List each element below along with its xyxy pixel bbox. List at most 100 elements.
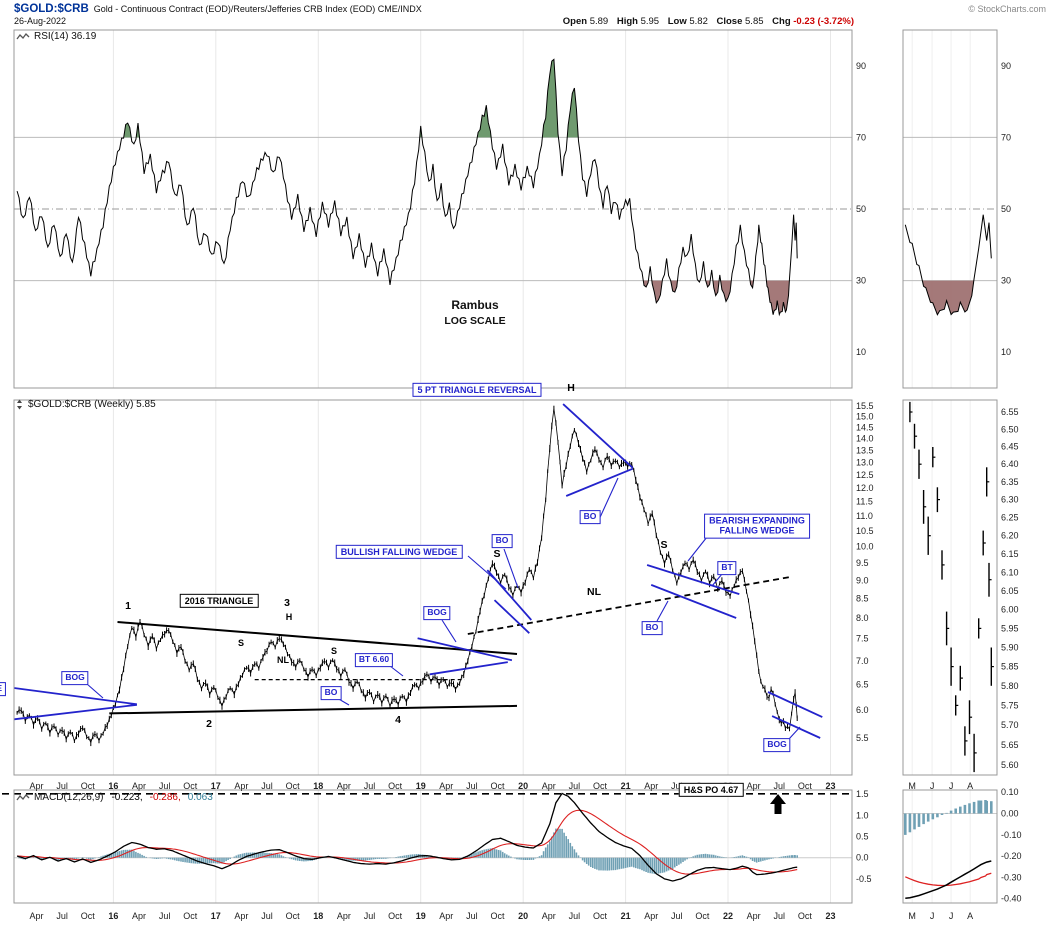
price-label-text: $GOLD:$CRB (Weekly) 5.85 <box>28 399 156 410</box>
axis-tick-label: M <box>908 911 916 921</box>
axis-tick-label: Apr <box>644 781 658 791</box>
axis-tick-label: J <box>930 781 935 791</box>
indicator-line-icon <box>16 33 30 40</box>
axis-tick-label: 23 <box>825 911 835 921</box>
axis-tick-label: Oct <box>183 781 198 791</box>
axis-tick-label: 19 <box>416 781 426 791</box>
axis-tick-label: 70 <box>856 132 866 142</box>
axis-tick-label: Jul <box>159 911 171 921</box>
axis-tick-label: -0.10 <box>1001 830 1022 840</box>
axis-tick-label: Jul <box>159 781 171 791</box>
axis-tick-label: 6.35 <box>1001 477 1019 487</box>
axis-tick-label: 22 <box>723 781 733 791</box>
axis-tick-label: 6.00 <box>1001 605 1019 615</box>
rsi-label-text: RSI(14) 36.19 <box>34 31 97 42</box>
axis-tick-label: 7.5 <box>856 634 869 644</box>
axis-tick-label: 6.5 <box>856 679 869 689</box>
watermark: Rambus LOG SCALE <box>444 298 505 327</box>
header-row-1: $GOLD:$CRB Gold - Continuous Contract (E… <box>14 3 1046 15</box>
axis-tick-label: -0.40 <box>1001 894 1022 904</box>
axis-tick-label: -0.5 <box>856 874 872 884</box>
axis-tick-label: Oct <box>81 781 96 791</box>
axis-tick-label: Jul <box>466 781 478 791</box>
price-panel-label: $GOLD:$CRB (Weekly) 5.85 <box>14 399 156 410</box>
axis-tick-label: 10 <box>1001 347 1011 357</box>
axis-tick-label: 8.5 <box>856 594 869 604</box>
axis-tick-label: 21 <box>621 911 631 921</box>
axis-tick-label: 12.5 <box>856 470 874 480</box>
axis-tick-label: 11.0 <box>856 511 873 521</box>
axis-tick-label: Jul <box>774 781 786 791</box>
low-label: Low <box>667 16 687 27</box>
axis-tick-label: 6.30 <box>1001 495 1019 505</box>
axis-tick-label: Apr <box>337 781 351 791</box>
axis-tick-label: 10.5 <box>856 526 874 536</box>
axis-tick-label: Oct <box>286 781 301 791</box>
axis-tick-label: Apr <box>439 781 453 791</box>
axis-tick-label: 16 <box>108 781 118 791</box>
axis-tick-label: Apr <box>747 781 761 791</box>
axis-tick-label: J <box>930 911 935 921</box>
axis-tick-label: A <box>967 911 973 921</box>
axis-tick-label: 5.5 <box>856 733 869 743</box>
axis-tick-label: Apr <box>542 911 556 921</box>
watermark-author: Rambus <box>451 298 499 312</box>
axis-tick-label: 6.20 <box>1001 531 1019 541</box>
axis-tick-label: 14.0 <box>856 434 874 444</box>
axis-tick-label: 10.0 <box>856 542 874 552</box>
chg-value: -0.23 (-3.72%) <box>793 16 854 27</box>
axis-tick-label: M <box>908 781 916 791</box>
axis-tick-label: 5.60 <box>1001 760 1019 770</box>
axis-tick-label: 70 <box>1001 132 1011 142</box>
axis-tick-label: Oct <box>388 911 403 921</box>
axis-tick-label: -0.30 <box>1001 872 1022 882</box>
axis-tick-label: 14.5 <box>856 423 874 433</box>
close-label: Close <box>716 16 743 27</box>
high-label: High <box>616 16 638 27</box>
axis-tick-label: 6.15 <box>1001 549 1019 559</box>
chg-label: Chg <box>772 16 791 27</box>
axis-tick-label: 11.5 <box>856 497 873 507</box>
axis-tick-label: 0.10 <box>1001 787 1019 797</box>
axis-tick-label: 30 <box>1001 276 1011 286</box>
axis-tick-label: 13.5 <box>856 445 874 455</box>
axis-tick-label: 5.90 <box>1001 642 1019 652</box>
close-value: 5.85 <box>745 16 764 27</box>
axis-tick-label: 9.0 <box>856 575 869 585</box>
axis-tick-label: Jul <box>56 781 68 791</box>
axis-tick-label: Apr <box>132 781 146 791</box>
axis-tick-label: Apr <box>747 911 761 921</box>
axis-tick-label: 17 <box>211 781 221 791</box>
chart-date: 26-Aug-2022 <box>14 16 67 26</box>
axis-tick-label: 6.45 <box>1001 442 1019 452</box>
axis-tick-label: 22 <box>723 911 733 921</box>
axis-tick-label: Jul <box>261 911 273 921</box>
low-value: 5.82 <box>689 16 708 27</box>
axis-tick-label: 6.10 <box>1001 567 1019 577</box>
axis-tick-label: 0.5 <box>856 832 869 842</box>
axis-tick-label: 90 <box>1001 61 1011 71</box>
axis-tick-label: Oct <box>491 781 506 791</box>
axis-tick-label: Jul <box>569 911 581 921</box>
axis-tick-label: 5.75 <box>1001 700 1019 710</box>
quote-line: Open 5.89 High 5.95 Low 5.82 Close 5.85 … <box>557 16 1050 27</box>
axis-tick-label: Jul <box>56 911 68 921</box>
axis-tick-label: Jul <box>364 911 376 921</box>
axis-tick-label: Oct <box>798 911 813 921</box>
header-row-2: 26-Aug-2022 Open 5.89 High 5.95 Low 5.82… <box>14 16 1050 27</box>
axis-tick-label: 7.0 <box>856 656 869 666</box>
axis-tick-label: 6.25 <box>1001 513 1019 523</box>
axis-tick-label: Apr <box>337 911 351 921</box>
axis-tick-label: Apr <box>30 781 44 791</box>
axis-tick-label: 90 <box>856 61 866 71</box>
axis-tick-label: Oct <box>491 911 506 921</box>
axis-tick-label: Oct <box>798 781 813 791</box>
axis-tick-label: 16 <box>108 911 118 921</box>
axis-tick-label: 6.55 <box>1001 407 1019 417</box>
axis-tick-label: J <box>949 911 954 921</box>
axis-tick-label: Apr <box>644 911 658 921</box>
axis-tick-label: 9.5 <box>856 558 869 568</box>
axis-tick-label: 6.0 <box>856 705 869 715</box>
axis-tick-label: Jul <box>466 911 478 921</box>
axis-tick-label: 10 <box>856 347 866 357</box>
